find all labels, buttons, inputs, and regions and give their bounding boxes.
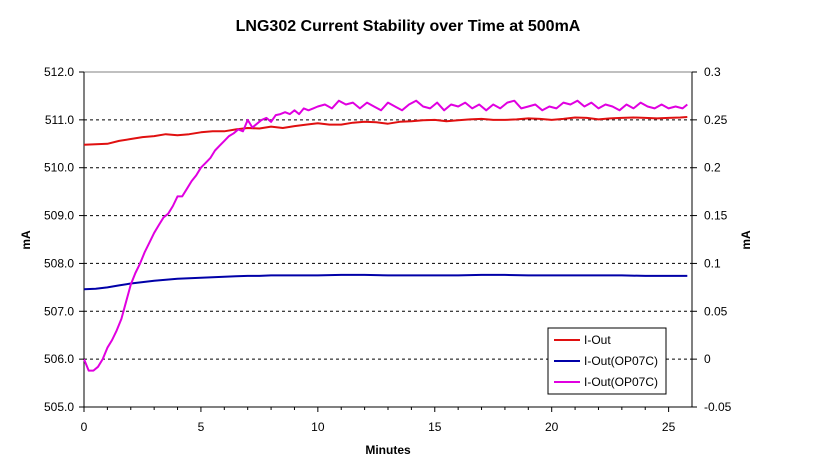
- series-i-out-line: [83, 116, 688, 146]
- y-tick-label-1: 506.0: [44, 352, 74, 366]
- chart-title: LNG302 Current Stability over Time at 50…: [236, 18, 581, 35]
- x-tick-label-2: 10: [311, 420, 325, 434]
- x-tick-label-3: 15: [428, 420, 442, 434]
- y2-tick-label-7: 0.3: [704, 65, 721, 79]
- x-tick-label-1: 5: [198, 420, 205, 434]
- legend-label-i-out-op07c-right: I-Out(OP07C): [584, 375, 658, 389]
- legend: I-Out I-Out(OP07C) I-Out(OP07C): [547, 327, 667, 395]
- x-tick-label-5: 25: [662, 420, 676, 434]
- y2-tick-label-1: 0: [704, 352, 711, 366]
- tick-labels: 505.0 506.0 507.0 508.0 509.0 510.0 511.0 512.0…: [44, 65, 732, 434]
- x-tick-label-0: 0: [81, 420, 88, 434]
- x-tick-label-4: 20: [545, 420, 559, 434]
- y2-tick-label-6: 0.25: [704, 113, 728, 127]
- y2-tick-label-2: 0.05: [704, 304, 728, 318]
- y2-tick-label-0: -0.05: [704, 400, 732, 414]
- y2-tick-label-4: 0.15: [704, 209, 728, 223]
- legend-label-i-out: I-Out: [584, 333, 611, 347]
- y-tick-label-2: 507.0: [44, 304, 74, 318]
- y-axis-title: mA: [19, 230, 33, 250]
- series-i-out-op07c-left-line: [83, 273, 688, 291]
- y2-tick-label-3: 0.1: [704, 256, 721, 270]
- y-tick-label-3: 508.0: [44, 256, 74, 270]
- y-tick-label-4: 509.0: [44, 209, 74, 223]
- x-axis-title: Minutes: [365, 443, 411, 457]
- y-tick-label-7: 512.0: [44, 65, 74, 79]
- series-layer: [83, 99, 688, 372]
- y2-axis-title: mA: [739, 230, 753, 250]
- y2-tick-label-5: 0.2: [704, 161, 721, 175]
- series-i-out-op07c-right-line: [83, 99, 688, 372]
- legend-label-i-out-op07c-left: I-Out(OP07C): [584, 354, 658, 368]
- y-tick-label-0: 505.0: [44, 400, 74, 414]
- y-tick-label-6: 511.0: [45, 113, 74, 127]
- y-tick-label-5: 510.0: [44, 161, 74, 175]
